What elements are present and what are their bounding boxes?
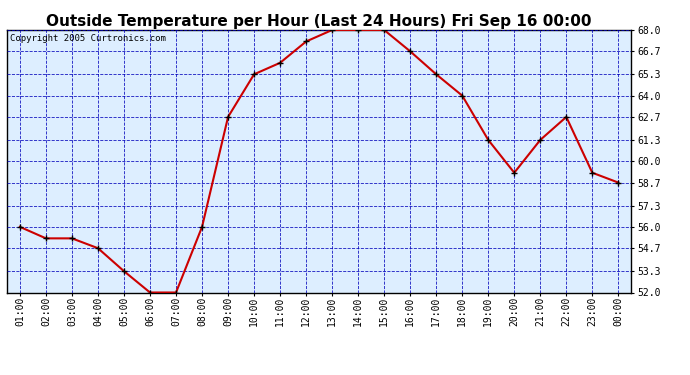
- Text: Copyright 2005 Curtronics.com: Copyright 2005 Curtronics.com: [10, 34, 166, 43]
- Title: Outside Temperature per Hour (Last 24 Hours) Fri Sep 16 00:00: Outside Temperature per Hour (Last 24 Ho…: [46, 14, 592, 29]
